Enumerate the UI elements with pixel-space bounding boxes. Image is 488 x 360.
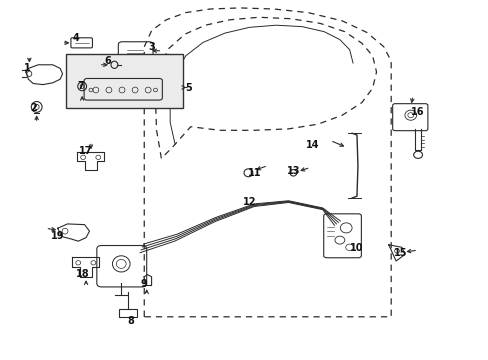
Text: 12: 12 [242, 197, 256, 207]
Text: 2: 2 [30, 103, 37, 113]
Text: 18: 18 [76, 269, 90, 279]
Bar [66, 54, 183, 108]
Bar [119, 309, 137, 317]
Text: 17: 17 [79, 146, 92, 156]
Text: 6: 6 [104, 56, 111, 66]
Text: 10: 10 [349, 243, 363, 253]
Text: 9: 9 [141, 279, 147, 289]
Text: 15: 15 [393, 248, 407, 258]
Text: 8: 8 [127, 316, 134, 326]
Text: 16: 16 [410, 107, 424, 117]
Text: 14: 14 [305, 140, 319, 150]
Text: 4: 4 [72, 33, 79, 43]
Text: 3: 3 [148, 42, 155, 52]
Text: 7: 7 [77, 81, 84, 91]
Text: 11: 11 [247, 168, 261, 178]
Text: 13: 13 [286, 166, 300, 176]
Text: 5: 5 [184, 83, 191, 93]
Text: 1: 1 [23, 63, 30, 73]
Text: 19: 19 [51, 231, 64, 241]
